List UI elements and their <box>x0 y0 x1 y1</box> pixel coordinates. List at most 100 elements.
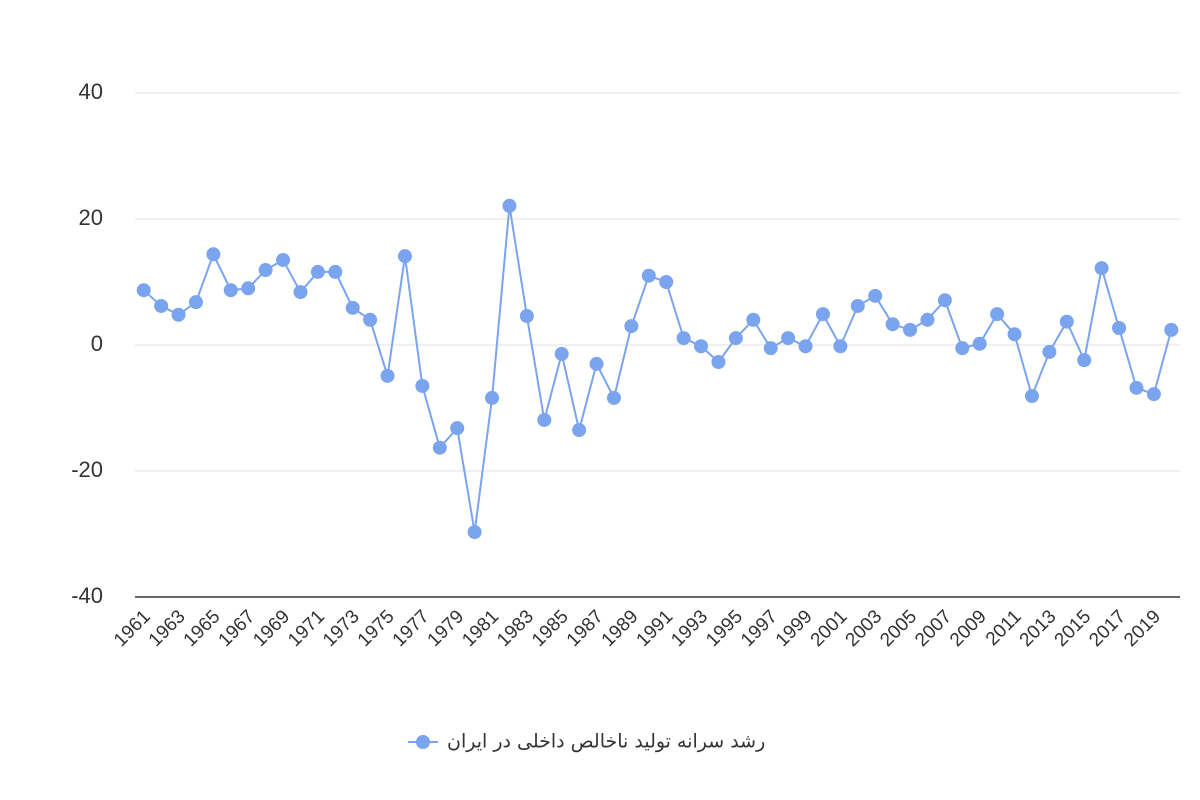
data-point <box>920 312 935 327</box>
data-point <box>554 346 569 361</box>
data-point <box>763 341 778 356</box>
data-point <box>1112 320 1127 335</box>
data-point <box>937 293 952 308</box>
data-point <box>746 312 761 327</box>
x-tick-label: 1969 <box>249 606 294 651</box>
x-tick-label: 1967 <box>215 606 260 651</box>
data-point <box>903 322 918 337</box>
data-point <box>833 339 848 354</box>
data-point <box>1146 387 1161 402</box>
data-point <box>1024 389 1039 404</box>
data-point <box>972 336 987 351</box>
data-point <box>467 525 482 540</box>
data-point <box>345 300 360 315</box>
data-point <box>815 307 830 322</box>
data-point <box>380 368 395 383</box>
data-point <box>711 355 726 370</box>
data-point <box>450 421 465 436</box>
data-point <box>206 247 221 262</box>
data-point <box>781 331 796 346</box>
x-tick-label: 1995 <box>702 606 747 651</box>
data-point <box>641 268 656 283</box>
y-tick-label: -20 <box>71 457 103 482</box>
data-point <box>188 295 203 310</box>
data-point <box>1042 344 1057 359</box>
y-tick-label: 20 <box>79 205 103 230</box>
data-point <box>519 309 534 324</box>
data-point <box>676 331 691 346</box>
data-line <box>143 205 1173 533</box>
legend-marker <box>416 735 430 749</box>
data-point <box>624 319 639 334</box>
x-tick-label: 1979 <box>424 606 469 651</box>
data-point <box>432 440 447 455</box>
x-tick-label: 1985 <box>528 606 573 651</box>
x-tick-label: 2003 <box>842 606 887 651</box>
data-point <box>798 339 813 354</box>
data-point <box>1164 322 1179 337</box>
data-point <box>537 412 552 427</box>
data-point <box>136 283 151 298</box>
data-point <box>363 312 378 327</box>
data-point <box>659 275 674 289</box>
data-point <box>606 390 621 405</box>
x-tick-label: 1963 <box>145 606 190 651</box>
x-tick-label: 1971 <box>284 606 329 651</box>
legend: رشد سرانه تولید ناخالص داخلی در ایران <box>408 731 765 753</box>
x-tick-label: 1989 <box>598 606 643 651</box>
legend-label: رشد سرانه تولید ناخالص داخلی در ایران <box>447 731 765 753</box>
data-point <box>990 307 1005 322</box>
data-point <box>1059 314 1074 329</box>
x-tick-label: 2017 <box>1085 606 1130 651</box>
data-point <box>868 288 883 303</box>
data-point <box>415 378 430 393</box>
x-tick-label: 1991 <box>633 606 678 651</box>
x-tick-label: 2001 <box>807 606 852 651</box>
x-tick-label: 2005 <box>876 606 921 651</box>
data-point <box>293 285 308 300</box>
data-point <box>850 298 865 313</box>
y-tick-label: 40 <box>79 79 103 104</box>
x-tick-label: 2007 <box>911 606 956 651</box>
x-tick-label: 2011 <box>982 606 1026 650</box>
x-tick-label: 1999 <box>772 606 817 651</box>
x-tick-label: 2009 <box>946 606 991 651</box>
x-tick-label: 2013 <box>1016 606 1061 651</box>
data-point <box>1007 327 1022 342</box>
data-point <box>328 264 343 279</box>
data-point <box>276 252 291 267</box>
data-point <box>589 356 604 371</box>
y-tick-label: -40 <box>71 583 103 608</box>
x-tick-label: 1975 <box>354 606 399 651</box>
data-point <box>885 317 900 332</box>
data-point <box>310 264 325 279</box>
data-point <box>1094 261 1109 276</box>
x-tick-label: 2015 <box>1051 606 1096 651</box>
data-point <box>171 307 186 322</box>
x-tick-label: 1983 <box>493 606 538 651</box>
data-point <box>694 339 709 354</box>
data-point <box>241 281 256 296</box>
data-point <box>955 341 970 356</box>
data-point <box>397 249 412 264</box>
data-point <box>223 283 238 298</box>
data-point <box>485 390 500 405</box>
x-tick-label: 1993 <box>667 606 712 651</box>
x-tick-label: 1997 <box>737 606 782 651</box>
y-tick-label: 0 <box>91 331 103 356</box>
data-point <box>502 198 517 213</box>
x-tick-label: 1973 <box>319 606 364 651</box>
data-point <box>154 298 169 313</box>
data-point <box>258 263 273 278</box>
data-point <box>728 331 743 346</box>
data-point <box>572 423 587 438</box>
data-point <box>1129 380 1144 395</box>
x-tick-label: 1965 <box>180 606 225 651</box>
x-tick-label: 1961 <box>110 606 155 651</box>
x-tick-label: 1977 <box>389 606 434 651</box>
data-point <box>1077 353 1092 368</box>
x-tick-label: 1987 <box>563 606 608 651</box>
x-tick-label: 2019 <box>1120 606 1165 651</box>
x-tick-label: 1981 <box>458 606 503 651</box>
